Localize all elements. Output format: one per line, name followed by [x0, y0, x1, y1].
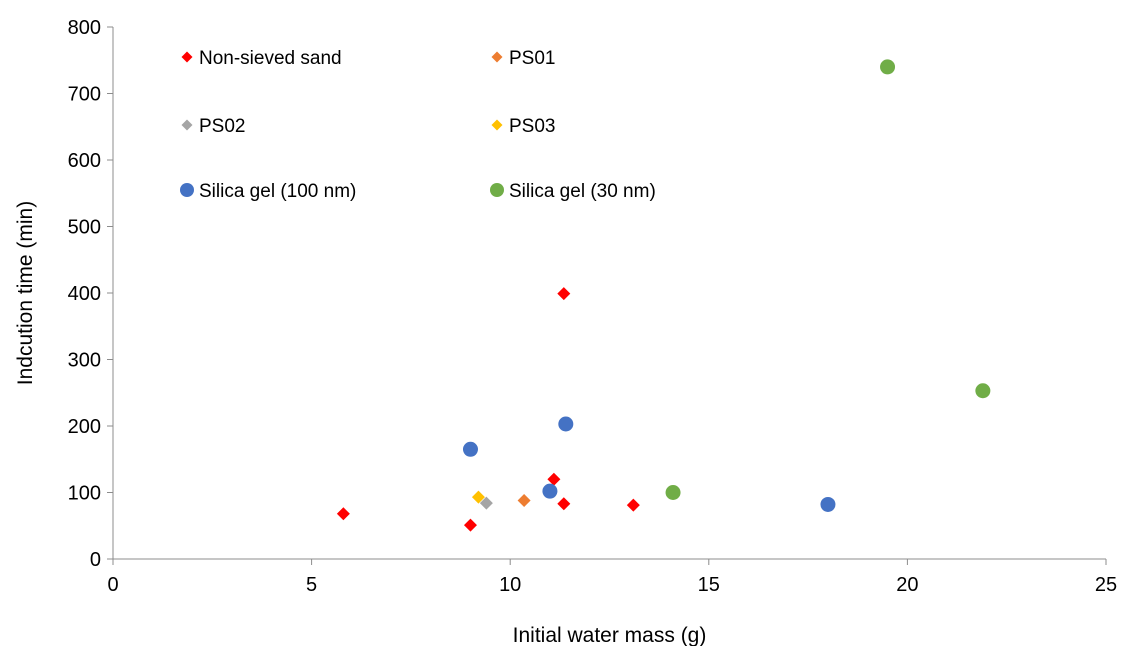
data-point: [463, 518, 477, 532]
y-tick-label: 400: [68, 283, 101, 305]
y-tick-label: 500: [68, 217, 101, 239]
legend-marker: [491, 119, 503, 131]
legend-label: PS02: [199, 116, 245, 137]
legend-marker: [181, 119, 193, 131]
x-tick-label: 10: [499, 574, 521, 596]
x-tick-label: 25: [1095, 574, 1117, 596]
y-axis-title: Indcution time (min): [14, 201, 37, 385]
x-tick-label: 15: [698, 574, 720, 596]
series-3: [471, 490, 485, 504]
data-point: [336, 507, 350, 521]
legend-label: Silica gel (30 nm): [509, 181, 656, 202]
legend-label: Non-sieved sand: [199, 48, 342, 69]
legend-marker: [491, 51, 503, 63]
data-point: [557, 497, 571, 511]
data-point: [665, 485, 681, 500]
data-point: [462, 441, 478, 457]
data-point: [517, 493, 531, 507]
data-point: [880, 59, 896, 75]
legend-label: PS03: [509, 116, 555, 137]
y-tick-label: 0: [90, 549, 101, 571]
data-points: [336, 59, 991, 532]
data-point: [479, 496, 493, 510]
data-point: [626, 498, 640, 512]
legend-marker: [180, 183, 194, 197]
y-tick-label: 200: [68, 416, 101, 438]
data-point: [542, 483, 558, 499]
y-tick-label: 100: [68, 483, 101, 505]
tick-labels: 0 100 200 300 400 500 600 700 800 0 5 10 15 20 25: [68, 17, 1118, 596]
data-point: [820, 496, 836, 512]
legend: Non-sieved sand PS01 PS02 PS03 Silica gel (1…: [180, 48, 656, 202]
x-tick-label: 5: [306, 574, 317, 596]
data-point: [558, 416, 574, 432]
y-tick-label: 700: [68, 84, 101, 106]
data-point: [975, 383, 991, 399]
x-tick-label: 20: [896, 574, 918, 596]
y-tick-label: 800: [68, 17, 101, 39]
series-5: [665, 59, 991, 500]
y-tick-label: 300: [68, 350, 101, 372]
legend-label: Silica gel (100 nm): [199, 181, 356, 202]
series-2: [479, 496, 493, 510]
data-point: [557, 287, 571, 301]
x-tick-label: 0: [107, 574, 118, 596]
legend-marker: [181, 51, 193, 63]
y-tick-label: 600: [68, 150, 101, 172]
data-point: [471, 490, 485, 504]
series-4: [462, 416, 836, 512]
axes: [107, 26, 1107, 565]
series-0: [336, 287, 640, 532]
legend-marker: [490, 183, 504, 197]
series-1: [517, 493, 531, 507]
data-point: [547, 472, 561, 486]
legend-label: PS01: [509, 48, 555, 69]
x-axis-title: Initial water mass (g): [513, 624, 707, 646]
